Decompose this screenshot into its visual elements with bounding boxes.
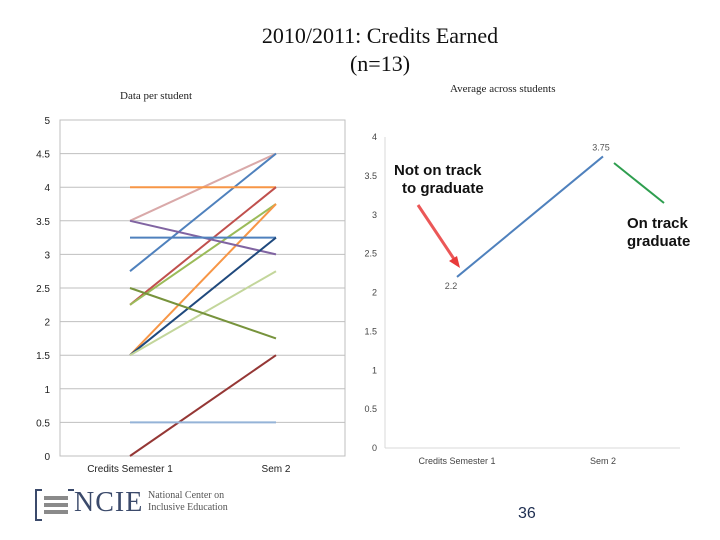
annotation-line: Not on track [394,162,482,179]
left-x-tick-label: Sem 2 [262,464,291,475]
left-y-tick-label: 4 [44,183,50,194]
right-y-tick-label: 0.5 [364,404,377,414]
title-line-2: (n=13) [349,51,411,76]
left-y-tick-label: 0 [44,452,50,463]
page-number: 36 [518,505,536,522]
left-y-tick-label: 5 [44,116,50,127]
right-data-label: 2.2 [445,281,458,291]
logo-sub-line-1: National Center on [148,490,225,501]
right-y-tick-label: 2.5 [364,249,377,259]
annotation-on-track: On track graduate [627,215,690,250]
right-y-tick-label: 0 [372,443,377,453]
annotation-not-on-track: Not on track to graduate [394,162,484,197]
left-chart: 0 0.5 1 1.5 2 2.5 3 3.5 4 4.5 5 Credits Semester 1 S… [36,116,346,475]
left-series-line [129,236,277,356]
annotation-line: On track [627,215,689,232]
left-y-tick-label: 1 [44,385,50,396]
right-data-label: 3.75 [592,142,610,152]
right-chart: 0 0.5 1 1.5 2 2.5 3 3.5 4 Credits Semester 1 Sem 2… [364,132,690,466]
right-x-tick-label: Sem 2 [590,456,616,466]
left-y-tick-label: 1.5 [36,351,50,362]
left-series-line [129,354,277,457]
left-series-line [129,203,277,356]
right-y-tick-label: 1 [372,365,377,375]
logo-bracket-icon [35,489,74,521]
logo-sub-line-2: Inclusive Education [148,502,228,513]
right-series-line [456,155,604,278]
logo-subtext: National Center on Inclusive Education [148,490,248,514]
left-series-line [129,287,277,340]
left-x-tick-label: Credits Semester 1 [87,464,173,475]
left-y-tick-label: 3.5 [36,217,50,228]
left-y-tick-label: 2 [44,318,50,329]
ncie-logo [34,488,244,522]
green-arrow-line [613,162,665,204]
red-arrow-head [449,256,460,268]
right-y-tick-label: 3 [372,210,377,220]
left-series-line [129,203,277,306]
left-y-tick-label: 3 [44,250,50,261]
left-y-tick-label: 2.5 [36,284,50,295]
red-arrow-shaft [416,204,458,263]
page-title: 2010/2011: Credits Earned (n=13) [160,22,600,78]
right-x-tick-label: Credits Semester 1 [418,456,495,466]
left-y-tick-label: 4.5 [36,150,50,161]
annotation-line: graduate [627,233,690,250]
right-y-tick-label: 3.5 [364,171,377,181]
annotation-line: to graduate [402,180,484,197]
title-line-1: 2010/2011: Credits Earned [261,23,499,48]
left-y-tick-label: 0.5 [36,418,50,429]
logo-wordmark: NCIE [74,487,144,518]
left-series-line [129,186,277,306]
left-chart-subtitle: Data per student [120,90,193,102]
right-chart-subtitle: Average across students [450,83,556,95]
right-y-tick-label: 2 [372,288,377,298]
right-y-tick-label: 1.5 [364,326,377,336]
right-y-tick-label: 4 [372,132,377,142]
left-series-line [129,152,277,272]
